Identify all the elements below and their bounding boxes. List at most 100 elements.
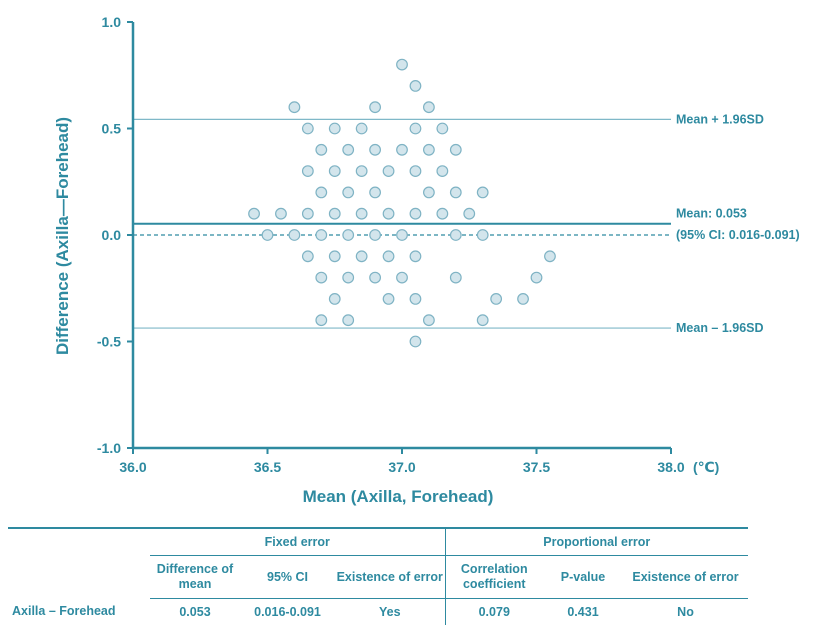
data-point: [424, 315, 435, 326]
reference-line-label: Mean: 0.053: [676, 207, 747, 221]
data-point: [329, 251, 340, 262]
y-axis-title: Difference (Axilla—Forehead): [53, 117, 72, 355]
data-point: [491, 294, 502, 305]
data-point: [303, 251, 314, 262]
y-tick-label: 0.5: [102, 121, 122, 137]
data-point: [451, 145, 462, 156]
x-axis-title: Mean (Axilla, Forehead): [303, 487, 494, 506]
cell-difference-of-mean: 0.053: [150, 599, 240, 625]
data-point: [477, 315, 488, 326]
fixed-error-header: Fixed error: [150, 528, 445, 556]
data-point: [477, 187, 488, 198]
data-point: [289, 102, 300, 113]
col-header-existence-proportional: Existence of error: [623, 556, 748, 599]
data-point: [383, 251, 394, 262]
data-point: [329, 208, 340, 219]
col-header-existence-fixed: Existence of error: [335, 556, 445, 599]
data-point: [356, 123, 367, 134]
data-point: [410, 208, 421, 219]
data-point: [397, 230, 408, 241]
data-point: [477, 230, 488, 241]
stats-table: Fixed error Proportional error Differenc…: [8, 527, 748, 625]
x-tick-label: 36.0: [119, 459, 146, 475]
data-point: [383, 166, 394, 177]
data-point: [424, 145, 435, 156]
y-tick-label: -0.5: [97, 334, 121, 350]
data-point: [437, 166, 448, 177]
data-point: [316, 187, 327, 198]
data-point: [424, 187, 435, 198]
data-point: [451, 230, 462, 241]
data-points: [249, 59, 556, 347]
data-point: [343, 230, 354, 241]
cell-existence-proportional: No: [623, 599, 748, 625]
data-point: [451, 187, 462, 198]
data-point: [397, 272, 408, 283]
cell-correlation: 0.079: [445, 599, 543, 625]
data-point: [316, 272, 327, 283]
cell-p-value: 0.431: [543, 599, 623, 625]
data-point: [343, 272, 354, 283]
col-header-p-value: P-value: [543, 556, 623, 599]
x-tick-label: 36.5: [254, 459, 281, 475]
table-corner: [8, 528, 150, 556]
data-point: [370, 187, 381, 198]
data-point: [437, 208, 448, 219]
data-point: [303, 123, 314, 134]
reference-line-labels: Mean + 1.96SD Mean: 0.053 (95% CI: 0.016-0…: [676, 112, 800, 335]
data-point: [464, 208, 475, 219]
col-header-difference-of-mean: Difference of mean: [150, 556, 240, 599]
data-point: [451, 272, 462, 283]
data-point: [356, 251, 367, 262]
data-point: [410, 294, 421, 305]
reference-line-label: Mean + 1.96SD: [676, 112, 764, 126]
data-point: [518, 294, 529, 305]
data-point: [397, 145, 408, 156]
data-point: [316, 230, 327, 241]
data-point: [397, 59, 408, 70]
data-point: [437, 123, 448, 134]
data-point: [383, 294, 394, 305]
data-point: [370, 102, 381, 113]
reference-line-ci-label: (95% CI: 0.016-0.091): [676, 228, 800, 242]
data-point: [303, 208, 314, 219]
data-point: [545, 251, 556, 262]
data-point: [343, 187, 354, 198]
data-point: [276, 208, 287, 219]
data-point: [424, 102, 435, 113]
data-point: [410, 336, 421, 347]
data-point: [370, 272, 381, 283]
col-header-95-ci: 95% CI: [240, 556, 335, 599]
data-point: [249, 208, 260, 219]
x-tick-label: 38.0: [657, 459, 684, 475]
y-tick-label: -1.0: [97, 440, 121, 456]
x-unit-label: (℃): [693, 459, 719, 475]
data-point: [410, 123, 421, 134]
data-point: [329, 123, 340, 134]
data-point: [410, 166, 421, 177]
data-point: [289, 230, 300, 241]
cell-existence-fixed: Yes: [335, 599, 445, 625]
data-point: [316, 145, 327, 156]
cell-95-ci: 0.016-0.091: [240, 599, 335, 625]
data-point: [329, 294, 340, 305]
y-tick-label: 0.0: [102, 227, 122, 243]
table-row: Axilla – Forehead 0.053 0.016-0.091 Yes …: [8, 599, 748, 625]
x-tick-label: 37.5: [523, 459, 550, 475]
reference-line-label: Mean – 1.96SD: [676, 321, 764, 335]
y-tick-label: 1.0: [102, 14, 122, 30]
data-point: [262, 230, 273, 241]
data-point: [410, 251, 421, 262]
data-point: [370, 230, 381, 241]
col-header-correlation: Correlation coefficient: [445, 556, 543, 599]
data-point: [383, 208, 394, 219]
data-point: [370, 145, 381, 156]
data-point: [303, 166, 314, 177]
data-point: [329, 166, 340, 177]
data-point: [356, 208, 367, 219]
data-point: [316, 315, 327, 326]
table-corner-2: [8, 556, 150, 599]
row-label: Axilla – Forehead: [8, 599, 150, 625]
